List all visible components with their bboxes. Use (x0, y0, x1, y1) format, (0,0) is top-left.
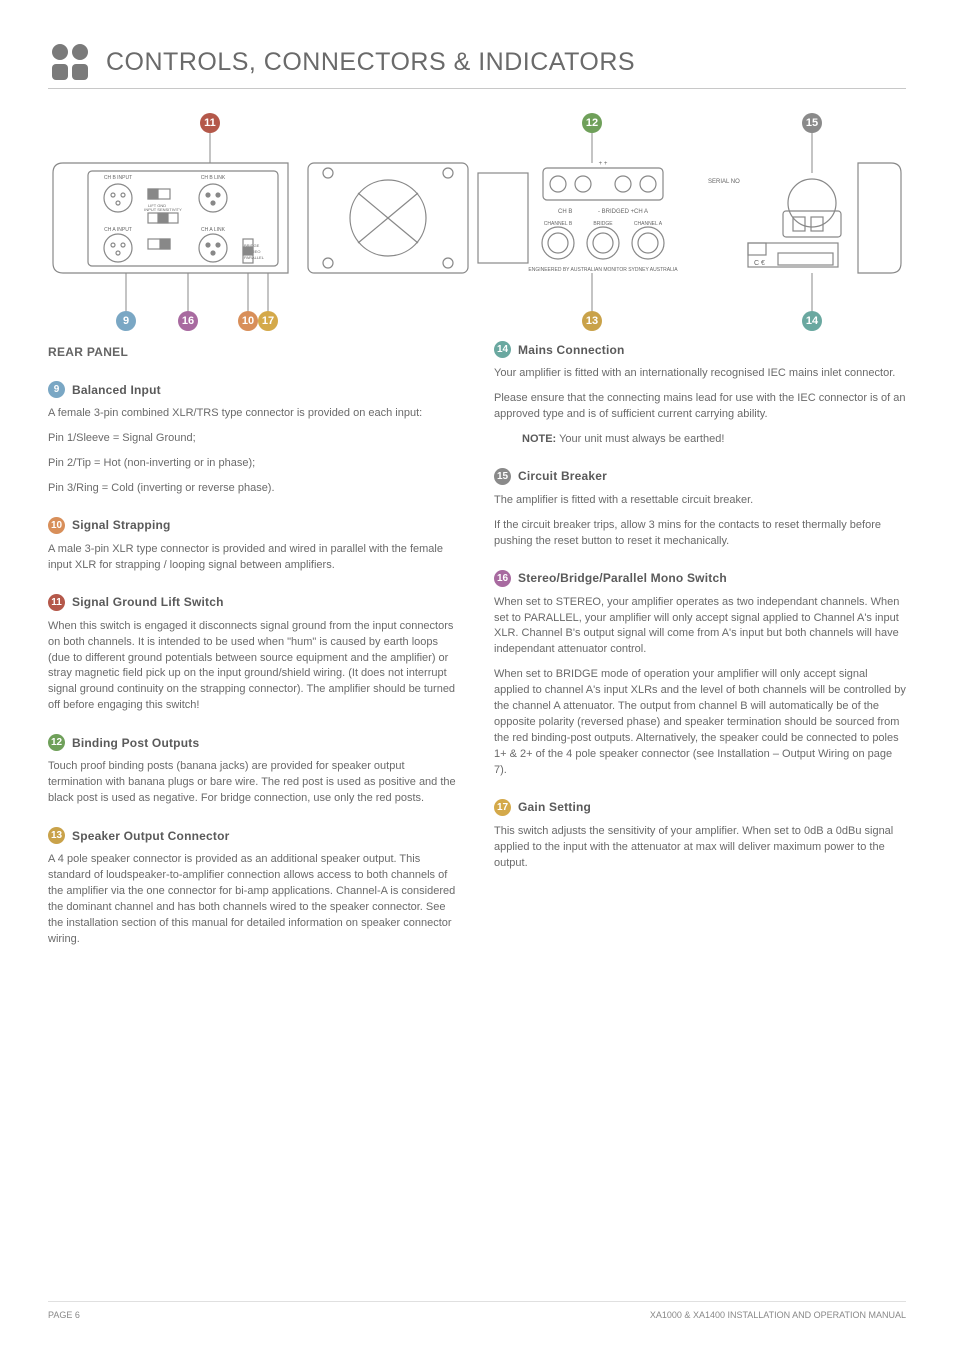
callout-badge-15: 15 (802, 113, 822, 133)
section-16: 16 Stereo/Bridge/Parallel Mono Switch When… (494, 570, 906, 779)
footer-manual-title: XA1000 & XA1400 INSTALLATION AND OPERATI… (650, 1310, 906, 1320)
svg-text:+ +: + + (599, 161, 608, 167)
section-title: Stereo/Bridge/Parallel Mono Switch (518, 571, 727, 585)
section-title: Balanced Input (72, 383, 161, 397)
left-column: REAR PANEL 9 Balanced Input A female 3-pin… (48, 341, 460, 968)
section-heading: 11 Signal Ground Lift Switch (48, 594, 460, 611)
section-9: 9 Balanced Input A female 3-pin combined X… (48, 381, 460, 497)
svg-text:PARALLEL: PARALLEL (244, 255, 265, 260)
footer-page-number: PAGE 6 (48, 1310, 80, 1320)
title-underline (48, 88, 906, 89)
section-13: 13 Speaker Output Connector A 4 pole speak… (48, 827, 460, 948)
callout-badge-13: 13 (582, 311, 602, 331)
svg-text:CH B INPUT: CH B INPUT (104, 175, 132, 181)
section-number-badge: 16 (494, 570, 511, 587)
manual-page: CONTROLS, CONNECTORS & INDICATORS (0, 0, 954, 1350)
section-heading: 15 Circuit Breaker (494, 468, 906, 485)
section-number-badge: 17 (494, 799, 511, 816)
section-heading: 14 Mains Connection (494, 341, 906, 358)
section-heading: 16 Stereo/Bridge/Parallel Mono Switch (494, 570, 906, 587)
section-paragraph: Pin 2/Tip = Hot (non-inverting or in pha… (48, 456, 460, 472)
section-17: 17 Gain Setting This switch adjusts the se… (494, 799, 906, 872)
section-heading: 10 Signal Strapping (48, 517, 460, 534)
page-title: CONTROLS, CONNECTORS & INDICATORS (106, 48, 635, 77)
section-12: 12 Binding Post Outputs Touch proof bindin… (48, 734, 460, 807)
callout-badge-11: 11 (200, 113, 220, 133)
svg-text:CH A LINK: CH A LINK (201, 227, 226, 233)
section-title: Binding Post Outputs (72, 736, 199, 750)
section-note: NOTE: Your unit must always be earthed! (522, 432, 906, 448)
section-paragraph: When this switch is engaged it disconnec… (48, 619, 460, 715)
header-row: CONTROLS, CONNECTORS & INDICATORS (48, 40, 906, 84)
section-title: Signal Ground Lift Switch (72, 595, 224, 609)
section-title: Gain Setting (518, 800, 591, 814)
section-15: 15 Circuit Breaker The amplifier is fitted… (494, 468, 906, 550)
section-title: Speaker Output Connector (72, 829, 229, 843)
callout-badge-10: 10 (238, 311, 258, 331)
section-number-badge: 12 (48, 734, 65, 751)
section-title: Signal Strapping (72, 518, 171, 532)
section-paragraph: A 4 pole speaker connector is provided a… (48, 852, 460, 948)
section-number-badge: 14 (494, 341, 511, 358)
section-14: 14 Mains Connection Your amplifier is fitt… (494, 341, 906, 448)
note-label: NOTE: (522, 433, 556, 445)
content-columns: REAR PANEL 9 Balanced Input A female 3-pin… (48, 341, 906, 968)
brand-logo-icon (48, 40, 92, 84)
section-heading: 12 Binding Post Outputs (48, 734, 460, 751)
section-heading: 17 Gain Setting (494, 799, 906, 816)
section-heading: 9 Balanced Input (48, 381, 460, 398)
callout-badge-17: 17 (258, 311, 278, 331)
svg-text:CH B: CH B (558, 209, 572, 215)
section-title: Mains Connection (518, 343, 625, 357)
section-paragraph: Pin 3/Ring = Cold (inverting or reverse … (48, 481, 460, 497)
callout-badge-12: 12 (582, 113, 602, 133)
section-number-badge: 10 (48, 517, 65, 534)
svg-text:CHANNEL A: CHANNEL A (634, 221, 663, 227)
section-paragraph: Pin 1/Sleeve = Signal Ground; (48, 431, 460, 447)
section-number-badge: 13 (48, 827, 65, 844)
note-text: Your unit must always be earthed! (556, 433, 724, 445)
page-footer: PAGE 6 XA1000 & XA1400 INSTALLATION AND … (48, 1301, 906, 1320)
section-paragraph: Touch proof binding posts (banana jacks)… (48, 759, 460, 807)
section-number-badge: 11 (48, 594, 65, 611)
section-number-badge: 15 (494, 468, 511, 485)
svg-text:CH B LINK: CH B LINK (201, 175, 226, 181)
section-paragraph: Please ensure that the connecting mains … (494, 391, 906, 423)
section-paragraph: The amplifier is fitted with a resettabl… (494, 493, 906, 509)
svg-text:CH A: CH A (634, 209, 648, 215)
right-column: 14 Mains Connection Your amplifier is fitt… (494, 341, 906, 968)
section-number-badge: 9 (48, 381, 65, 398)
section-title: Circuit Breaker (518, 469, 607, 483)
section-paragraph: A female 3-pin combined XLR/TRS type con… (48, 406, 460, 422)
svg-text:CHANNEL B: CHANNEL B (544, 221, 573, 227)
callout-badge-9: 9 (116, 311, 136, 331)
section-paragraph: A male 3-pin XLR type connector is provi… (48, 542, 460, 574)
callout-badge-14: 14 (802, 311, 822, 331)
svg-text:INPUT SENSITIVITY: INPUT SENSITIVITY (144, 207, 182, 212)
svg-text:BRIDGE: BRIDGE (593, 221, 613, 227)
section-10: 10 Signal Strapping A male 3-pin XLR type … (48, 517, 460, 574)
section-paragraph: Your amplifier is fitted with an interna… (494, 366, 906, 382)
svg-text:C €: C € (754, 260, 765, 267)
section-paragraph: This switch adjusts the sensitivity of y… (494, 824, 906, 872)
svg-text:CH A INPUT: CH A INPUT (104, 227, 132, 233)
section-heading: 13 Speaker Output Connector (48, 827, 460, 844)
section-paragraph: If the circuit breaker trips, allow 3 mi… (494, 518, 906, 550)
section-paragraph: When set to BRIDGE mode of operation you… (494, 667, 906, 779)
section-11: 11 Signal Ground Lift Switch When this swi… (48, 594, 460, 715)
callout-badge-16: 16 (178, 311, 198, 331)
svg-text:SERIAL NO: SERIAL NO (708, 179, 740, 185)
section-paragraph: When set to STEREO, your amplifier opera… (494, 595, 906, 659)
svg-text:ENGINEERED BY AUSTRALIAN MONIT: ENGINEERED BY AUSTRALIAN MONITOR SYDNEY … (528, 267, 678, 273)
rear-panel-heading: REAR PANEL (48, 345, 460, 359)
rear-panel-diagram: + + CH B - BRIDGED + CH A CHANNEL B BRID… (48, 113, 906, 333)
svg-text:- BRIDGED +: - BRIDGED + (598, 209, 635, 215)
